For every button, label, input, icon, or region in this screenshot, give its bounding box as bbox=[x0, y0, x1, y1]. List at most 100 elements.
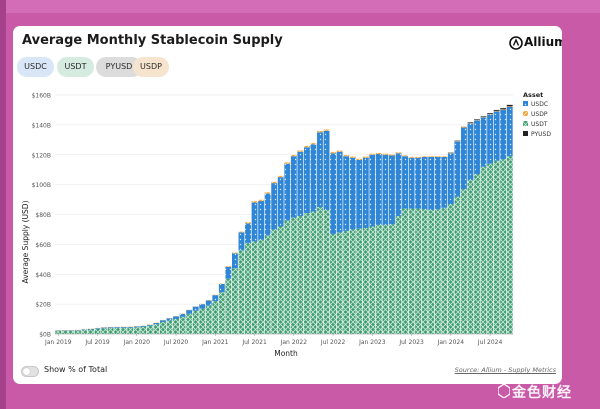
bar-usdt-2021-09[interactable] bbox=[264, 235, 271, 334]
bar-usdc-2021-07[interactable] bbox=[251, 202, 258, 242]
bar-usdp-2023-10[interactable] bbox=[428, 156, 435, 157]
bar-usdp-2023-06[interactable] bbox=[402, 155, 408, 157]
bar-usdt-2022-05[interactable] bbox=[317, 207, 323, 334]
bar-usdt-2020-10[interactable] bbox=[192, 310, 199, 334]
bar-usdt-2020-02[interactable] bbox=[140, 326, 147, 334]
bar-usdc-2021-05[interactable] bbox=[238, 232, 245, 251]
bar-usdc-2022-11[interactable] bbox=[356, 159, 363, 229]
bar-usdc-2021-04[interactable] bbox=[231, 253, 238, 269]
bar-usdt-2021-03[interactable] bbox=[225, 278, 232, 334]
bar-usdt-2023-12[interactable] bbox=[441, 207, 448, 334]
bar-usdc-2019-06[interactable] bbox=[88, 328, 94, 330]
bar-usdp-2021-03[interactable] bbox=[225, 266, 232, 267]
filter-usdc[interactable]: USDC bbox=[17, 57, 54, 77]
bar-usdc-2019-05[interactable] bbox=[81, 329, 88, 331]
bar-usdt-2020-03[interactable] bbox=[146, 325, 153, 334]
bar-usdc-2023-01[interactable] bbox=[369, 154, 376, 227]
bar-usdp-2022-05[interactable] bbox=[317, 131, 323, 133]
bar-usdp-2023-09[interactable] bbox=[421, 156, 428, 157]
legend-label-usdc[interactable]: USDC bbox=[531, 101, 548, 108]
bar-usdc-2020-08[interactable] bbox=[179, 313, 186, 317]
bar-usdc-2024-02[interactable] bbox=[454, 141, 461, 197]
source-link[interactable]: Source: Allium - Supply Metrics bbox=[454, 366, 556, 374]
bar-usdp-2024-07[interactable] bbox=[487, 113, 494, 115]
bar-usdp-2022-07[interactable] bbox=[330, 151, 337, 154]
bar-usdt-2021-11[interactable] bbox=[277, 226, 284, 334]
bar-usdt-2019-07[interactable] bbox=[94, 328, 101, 334]
bar-usdc-2020-03[interactable] bbox=[146, 324, 153, 326]
filter-usdt[interactable]: USDT bbox=[57, 57, 94, 77]
bar-usdp-2021-12[interactable] bbox=[284, 162, 291, 164]
bar-usdt-2020-11[interactable] bbox=[199, 308, 206, 334]
bar-usdc-2022-06[interactable] bbox=[323, 130, 330, 211]
bar-pyusd-2024-07[interactable] bbox=[487, 113, 494, 114]
bar-usdp-2024-05[interactable] bbox=[474, 119, 480, 121]
bar-usdt-2022-01[interactable] bbox=[290, 217, 297, 334]
bar-usdt-2020-01[interactable] bbox=[133, 327, 140, 334]
bar-usdc-2023-03[interactable] bbox=[382, 154, 389, 225]
bar-usdt-2021-08[interactable] bbox=[258, 239, 265, 334]
bar-usdt-2022-09[interactable] bbox=[343, 230, 350, 334]
bar-usdt-2023-05[interactable] bbox=[395, 215, 402, 334]
bar-usdc-2021-08[interactable] bbox=[258, 201, 265, 240]
bar-usdt-2023-04[interactable] bbox=[389, 224, 395, 334]
bar-usdc-2024-06[interactable] bbox=[480, 117, 487, 167]
bar-usdc-2023-06[interactable] bbox=[402, 156, 408, 209]
bar-usdt-2020-12[interactable] bbox=[205, 305, 212, 334]
bar-usdc-2024-05[interactable] bbox=[474, 120, 480, 175]
bar-usdt-2021-10[interactable] bbox=[271, 229, 278, 334]
bar-usdc-2021-03[interactable] bbox=[225, 266, 232, 279]
bar-usdt-2023-10[interactable] bbox=[428, 210, 435, 334]
bar-usdc-2020-12[interactable] bbox=[205, 300, 212, 306]
bar-usdp-2021-04[interactable] bbox=[231, 252, 238, 254]
bar-usdt-2021-01[interactable] bbox=[212, 301, 219, 334]
bar-usdt-2020-06[interactable] bbox=[166, 320, 173, 334]
bar-usdt-2021-12[interactable] bbox=[284, 220, 291, 334]
bar-usdc-2024-01[interactable] bbox=[447, 153, 454, 205]
bar-usdc-2022-07[interactable] bbox=[330, 153, 337, 234]
bar-usdt-2024-03[interactable] bbox=[460, 189, 467, 334]
bar-usdc-2022-08[interactable] bbox=[336, 151, 343, 233]
bar-usdt-2024-01[interactable] bbox=[447, 204, 454, 334]
bar-usdc-2020-06[interactable] bbox=[166, 318, 173, 321]
bar-usdt-2022-10[interactable] bbox=[349, 229, 356, 334]
bar-usdp-2021-08[interactable] bbox=[258, 199, 265, 202]
bar-usdt-2021-02[interactable] bbox=[218, 292, 225, 334]
bar-usdt-2022-03[interactable] bbox=[303, 213, 310, 334]
bar-usdc-2023-10[interactable] bbox=[428, 156, 435, 211]
bar-usdt-2024-06[interactable] bbox=[480, 166, 487, 334]
bar-usdp-2024-04[interactable] bbox=[467, 122, 474, 124]
bar-pyusd-2024-09[interactable] bbox=[500, 108, 507, 110]
bar-usdt-2023-09[interactable] bbox=[421, 209, 428, 334]
bar-usdc-2019-10[interactable] bbox=[114, 327, 121, 328]
bar-usdc-2022-10[interactable] bbox=[349, 157, 356, 230]
bar-usdc-2022-05[interactable] bbox=[317, 132, 323, 208]
bar-usdp-2021-10[interactable] bbox=[271, 181, 278, 184]
bar-usdc-2019-09[interactable] bbox=[107, 327, 114, 329]
bar-usdp-2023-03[interactable] bbox=[382, 153, 389, 155]
bar-usdt-2024-07[interactable] bbox=[487, 163, 494, 334]
bar-usdt-2023-02[interactable] bbox=[375, 224, 382, 334]
bar-usdc-2021-09[interactable] bbox=[264, 193, 271, 236]
bar-usdp-2021-09[interactable] bbox=[264, 192, 271, 194]
bar-usdt-2021-07[interactable] bbox=[251, 241, 258, 334]
bar-usdc-2019-08[interactable] bbox=[101, 327, 108, 329]
bar-usdp-2021-07[interactable] bbox=[251, 201, 258, 203]
bar-usdc-2019-12[interactable] bbox=[127, 326, 134, 328]
bar-usdp-2022-08[interactable] bbox=[336, 150, 343, 152]
bar-usdt-2024-09[interactable] bbox=[500, 159, 507, 334]
bar-usdc-2020-04[interactable] bbox=[153, 322, 160, 325]
bar-usdp-2021-06[interactable] bbox=[245, 222, 251, 224]
bar-usdt-2022-06[interactable] bbox=[323, 210, 330, 334]
bar-usdp-2024-10[interactable] bbox=[506, 106, 513, 107]
bar-usdt-2024-10[interactable] bbox=[506, 156, 513, 334]
bar-usdc-2023-05[interactable] bbox=[395, 153, 402, 216]
bar-usdp-2023-08[interactable] bbox=[415, 156, 422, 158]
bar-usdt-2023-11[interactable] bbox=[434, 209, 441, 334]
legend-label-pyusd[interactable]: PYUSD bbox=[531, 131, 551, 138]
bar-usdc-2021-12[interactable] bbox=[284, 163, 291, 221]
bar-usdp-2021-11[interactable] bbox=[277, 175, 284, 178]
bar-usdp-2022-11[interactable] bbox=[356, 158, 363, 160]
bar-usdc-2019-11[interactable] bbox=[120, 326, 127, 328]
bar-usdp-2022-06[interactable] bbox=[323, 129, 330, 131]
